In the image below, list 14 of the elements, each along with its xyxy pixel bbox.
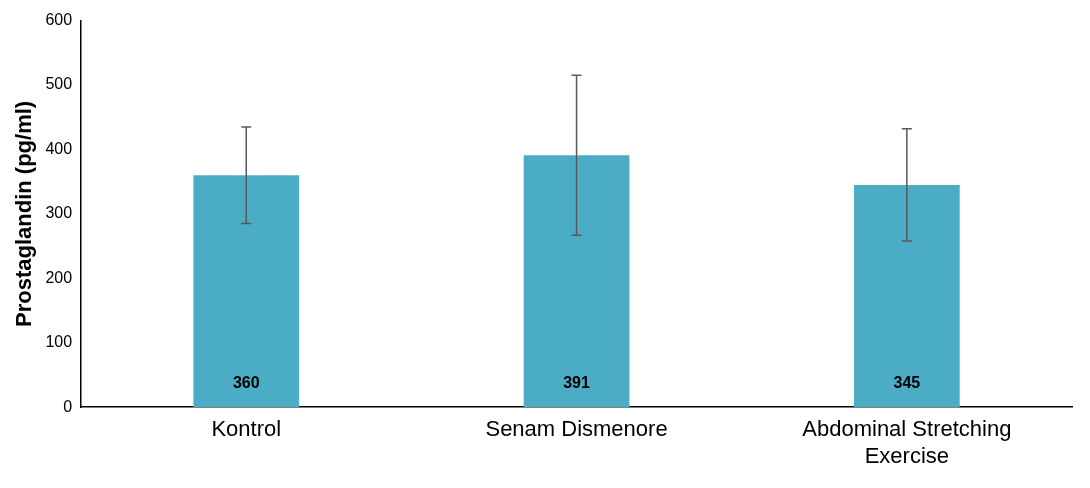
x-tick-label: Kontrol bbox=[211, 416, 282, 442]
data-label: 391 bbox=[563, 373, 590, 391]
y-tick-label: 0 bbox=[63, 397, 73, 415]
y-axis-title: Prostaglandin (pg/ml) bbox=[11, 100, 37, 327]
x-tick-label: Abdominal Stretching Exercise bbox=[802, 416, 1012, 468]
y-tick-label: 200 bbox=[45, 268, 73, 286]
y-tick-label: 600 bbox=[45, 11, 73, 29]
y-tick-label: 100 bbox=[45, 333, 73, 351]
y-tick-label: 400 bbox=[45, 139, 73, 157]
x-tick-label: Senam Dismenore bbox=[485, 416, 668, 442]
data-label: 360 bbox=[232, 373, 260, 391]
data-label: 345 bbox=[893, 373, 921, 391]
y-tick-label: 300 bbox=[45, 204, 73, 222]
y-tick-label: 500 bbox=[45, 75, 73, 93]
